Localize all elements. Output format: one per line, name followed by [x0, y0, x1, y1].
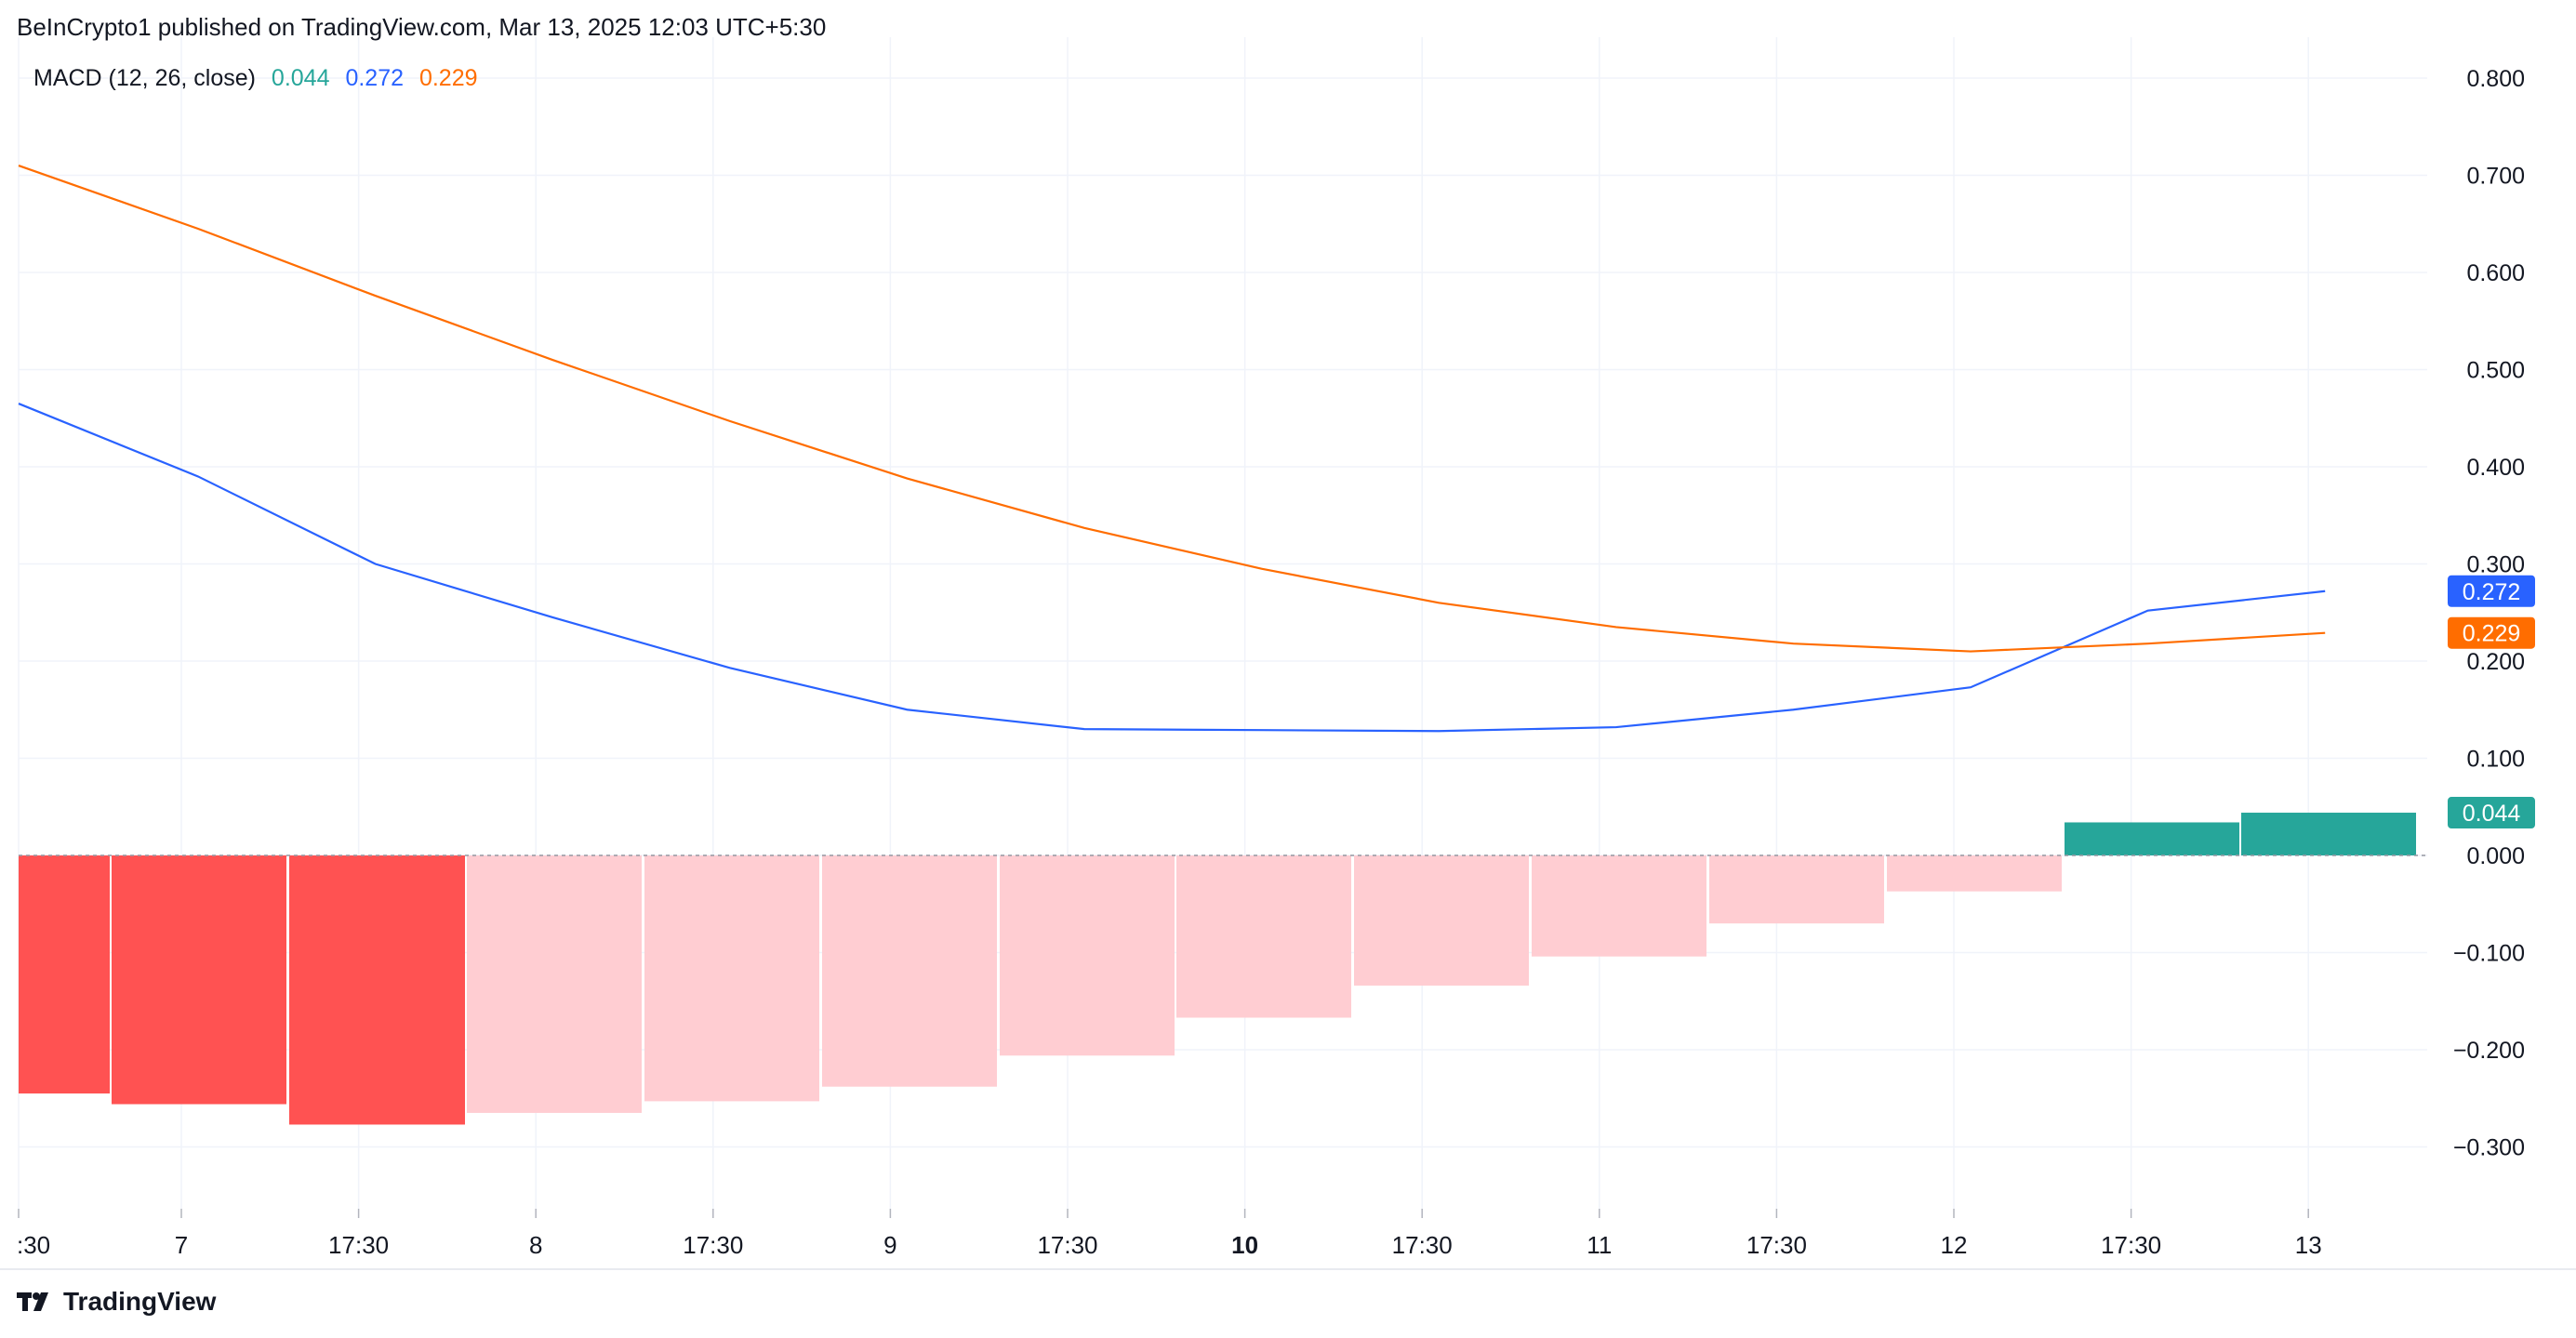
x-tick-label: 10 — [1231, 1231, 1258, 1259]
x-tick-label: 17:30 — [1037, 1231, 1097, 1259]
histogram — [19, 813, 2416, 1125]
macd-price-label-bg — [2448, 575, 2535, 607]
histogram-bar — [1709, 855, 1884, 924]
x-tick-label: 11 — [1587, 1231, 1612, 1259]
histogram-price-label: 0.044 — [2463, 801, 2521, 827]
x-tick-label: 7 — [175, 1231, 188, 1259]
histogram-bar — [19, 855, 110, 1094]
signal-price-label-bg — [2448, 616, 2535, 649]
legend-histogram-value: 0.044 — [271, 65, 330, 91]
indicator-name: MACD (12, 26, close) — [33, 65, 256, 91]
histogram-bar — [2065, 822, 2239, 855]
histogram-price-label-bg — [2448, 797, 2535, 829]
x-tick-label: 9 — [883, 1231, 896, 1259]
x-tick-label: 13 — [2295, 1231, 2322, 1259]
publish-info: BeInCrypto1 published on TradingView.com… — [17, 13, 826, 42]
y-tick-label: 0.300 — [2466, 552, 2525, 578]
y-tick-label: 0.100 — [2466, 747, 2525, 773]
indicator-legend[interactable]: MACD (12, 26, close) 0.044 0.272 0.229 — [33, 65, 487, 92]
tradingview-logo[interactable]: TradingView — [17, 1287, 216, 1317]
histogram-bar — [822, 855, 997, 1087]
series-lines — [18, 165, 2326, 733]
histogram-bar — [2241, 813, 2416, 855]
histogram-bar — [1000, 855, 1175, 1056]
x-tick-label: 17:30 — [1746, 1231, 1807, 1259]
histogram-bar — [1354, 855, 1529, 987]
y-tick-label: −0.200 — [2453, 1038, 2525, 1064]
x-tick-label: 8 — [529, 1231, 542, 1259]
y-tick-label: 0.700 — [2466, 164, 2525, 190]
histogram-bar — [1532, 855, 1706, 957]
macd-line — [18, 403, 2326, 733]
y-tick-label: −0.100 — [2453, 941, 2525, 967]
histogram-bar — [1176, 855, 1351, 1018]
x-tick-label: 17:30 — [2101, 1231, 2161, 1259]
brand-name: TradingView — [63, 1287, 217, 1316]
x-tick-label: 17:30 — [328, 1231, 389, 1259]
y-axis[interactable]: 0.800 0.700 0.600 0.500 0.400 0.300 0.200 0.100… — [2453, 66, 2525, 1161]
x-tick-label: :30 — [17, 1231, 50, 1259]
x-tick-label: 17:30 — [1392, 1231, 1453, 1259]
publish-line: BeInCrypto1 published on TradingView.com… — [17, 13, 827, 41]
x-axis[interactable]: :30 7 17:30 8 17:30 9 17:30 10 17:30 11 17:30 12 17:… — [0, 1209, 2576, 1270]
histogram-bar — [289, 855, 465, 1125]
histogram-bar — [1887, 855, 2062, 892]
x-tick-label: 17:30 — [683, 1231, 743, 1259]
x-tick-label: 12 — [1941, 1231, 1968, 1259]
tradingview-icon — [17, 1292, 48, 1311]
y-tick-label: −0.300 — [2453, 1135, 2525, 1161]
y-tick-label: 0.200 — [2466, 649, 2525, 675]
y-tick-label: 0.000 — [2466, 843, 2525, 869]
macd-price-label: 0.272 — [2463, 579, 2521, 605]
signal-price-label: 0.229 — [2463, 621, 2521, 647]
y-tick-label: 0.800 — [2466, 66, 2525, 92]
legend-macd-value: 0.272 — [345, 65, 404, 91]
histogram-bar — [112, 855, 286, 1105]
histogram-bar — [644, 855, 819, 1102]
y-tick-label: 0.600 — [2466, 260, 2525, 286]
y-tick-label: 0.500 — [2466, 358, 2525, 384]
price-labels: 0.272 0.229 0.044 — [2448, 575, 2535, 829]
y-tick-label: 0.400 — [2466, 455, 2525, 481]
legend-signal-value: 0.229 — [418, 65, 478, 91]
signal-line — [18, 165, 2326, 653]
histogram-bar — [467, 855, 642, 1113]
